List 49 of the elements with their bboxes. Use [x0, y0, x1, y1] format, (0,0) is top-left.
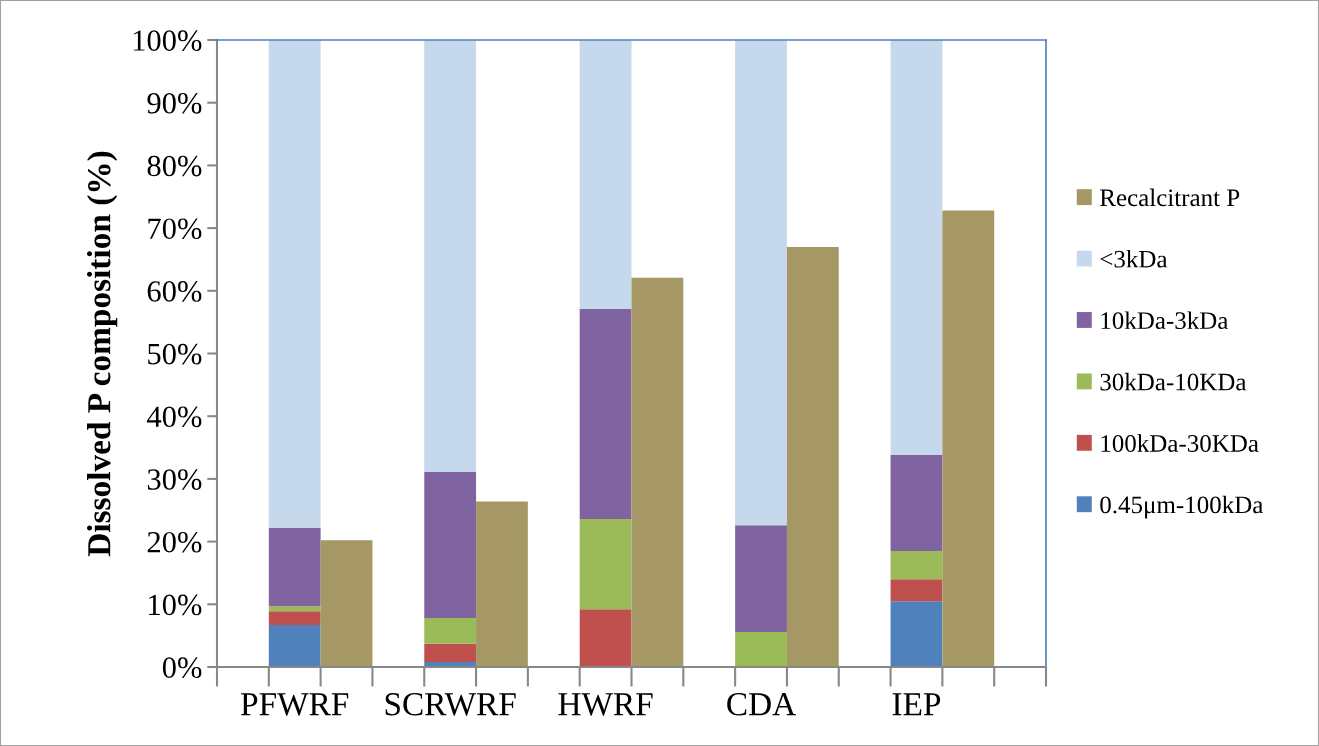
x-tick-label: IEP — [892, 693, 941, 716]
bar — [631, 277, 684, 667]
bar — [890, 601, 943, 667]
bar — [579, 609, 632, 667]
bar — [424, 40, 477, 472]
y-tick-label: 40% — [147, 406, 202, 428]
y-axis-title: Dissolved P composition (%) — [87, 151, 118, 557]
bar — [579, 308, 632, 520]
legend-label: 100kDa-30KDa — [1101, 434, 1259, 452]
y-tick-label: 30% — [147, 469, 202, 490]
legend-label: 30kDa-10KDa — [1100, 372, 1247, 391]
bar — [735, 40, 787, 526]
bar — [424, 643, 477, 662]
bar — [579, 519, 632, 610]
y-tick-label: 20% — [147, 531, 202, 553]
bar — [268, 624, 321, 667]
bar — [890, 579, 943, 602]
bar — [579, 40, 632, 309]
bar — [735, 631, 787, 667]
bar — [320, 540, 373, 667]
x-tick-label: CDA — [727, 693, 796, 716]
bar — [268, 527, 321, 607]
bar — [735, 525, 787, 632]
y-tick-label: 60% — [147, 281, 202, 302]
bar — [476, 501, 528, 667]
y-tick-label: 80% — [147, 155, 202, 177]
bar — [890, 455, 943, 552]
bar — [424, 618, 477, 644]
bar — [890, 40, 943, 456]
bar — [268, 611, 321, 625]
bar — [424, 472, 477, 619]
legend-label: 10kDa-3kDa — [1101, 311, 1229, 330]
y-tick-label: 0% — [162, 657, 202, 678]
x-tick-label: HWRF — [558, 693, 653, 716]
y-tick-label: 10% — [149, 594, 202, 616]
x-tick-label: PFWRF — [241, 693, 349, 716]
legend-label: Recalcitrant P — [1100, 188, 1240, 207]
y-tick-label: 50% — [148, 343, 202, 365]
y-tick-label: 100% — [133, 30, 202, 51]
y-tick-label: 90% — [147, 92, 202, 114]
x-tick-label: SCRWRF — [385, 693, 516, 716]
y-tick-label: 70% — [148, 218, 202, 240]
bar — [786, 246, 839, 667]
bar — [268, 606, 321, 612]
bar — [268, 40, 321, 528]
legend-label: 0.45μm-100kDa — [1100, 495, 1264, 519]
bar — [942, 210, 995, 667]
bar — [890, 551, 943, 580]
legend-label: <3kDa — [1100, 250, 1168, 268]
